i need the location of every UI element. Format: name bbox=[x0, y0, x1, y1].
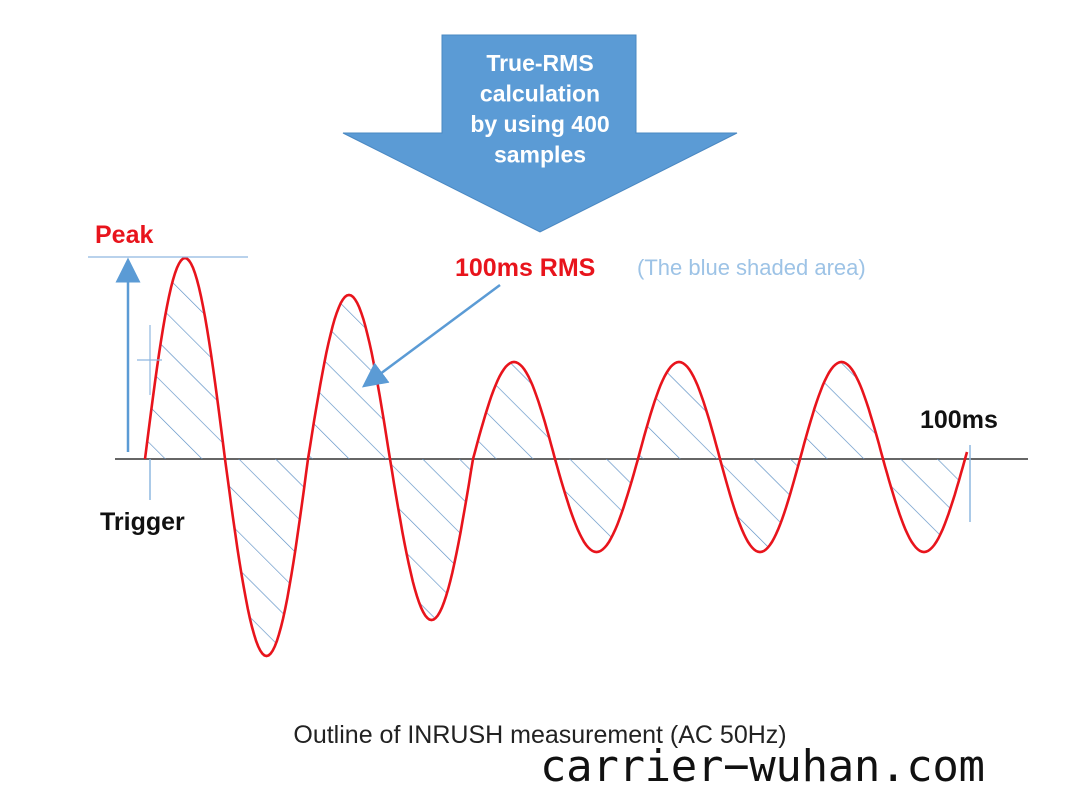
shaded-area bbox=[145, 258, 967, 656]
arrow-text: True-RMS calculation by using 400 samples bbox=[470, 50, 609, 168]
rms-label: 100ms RMS bbox=[455, 254, 595, 282]
arrow-text-line: calculation bbox=[480, 81, 600, 107]
arrow-text-line: by using 400 bbox=[470, 111, 609, 137]
end-label: 100ms bbox=[920, 406, 998, 434]
arrow-text-line: True-RMS bbox=[486, 50, 593, 76]
trigger-label: Trigger bbox=[100, 508, 185, 536]
down-arrow bbox=[342, 34, 738, 233]
rms-note: (The blue shaded area) bbox=[637, 255, 866, 280]
watermark: carrier−wuhan.com bbox=[540, 741, 985, 792]
peak-label: Peak bbox=[95, 221, 153, 249]
waveform bbox=[143, 256, 969, 658]
arrow-text-line: samples bbox=[494, 142, 586, 168]
rms-arrow bbox=[361, 283, 501, 388]
caption: Outline of INRUSH measurement (AC 50Hz) bbox=[293, 721, 786, 749]
